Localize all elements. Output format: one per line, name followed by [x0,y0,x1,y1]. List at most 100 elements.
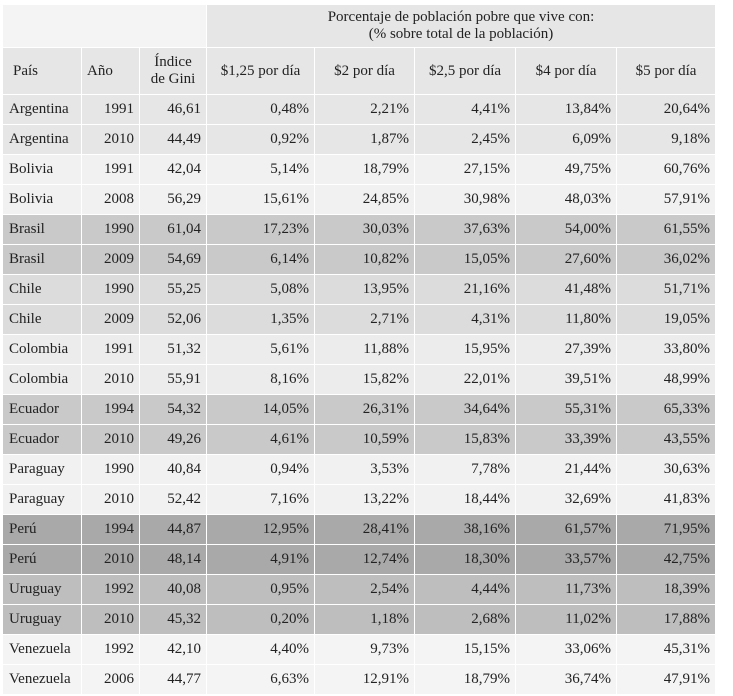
country: Brasil [9,221,45,237]
value-cell: 37,63% [415,215,516,245]
group-header: Porcentaje de población pobre que vive c… [207,5,716,48]
cell-value: 2009 [104,311,134,327]
value-cell: 2010 [82,545,140,575]
cell-value: 45,32 [167,611,201,627]
value-cell: 2010 [82,365,140,395]
country: Venezuela [9,641,71,657]
cell-value: 11,80% [565,311,611,327]
cell-value: 44,77 [167,671,201,687]
value-cell: 12,74% [315,545,415,575]
country: Perú [9,551,37,567]
value-cell: 1991 [82,335,140,365]
value-cell: 54,32 [140,395,207,425]
cell-value: 51,32 [167,341,201,357]
cell-value: 0,92% [270,131,309,147]
cell-value: 15,61% [262,191,309,207]
cell-value: 18,79% [362,161,409,177]
value-cell: 5,14% [207,155,315,185]
value-cell: 1990 [82,275,140,305]
value-cell: 9,18% [617,125,716,155]
blank-header [3,5,207,48]
country: Brasil [9,251,45,267]
cell-value: 5,61% [270,341,309,357]
cell-value: 1991 [104,101,134,117]
cell-value: 2010 [104,371,134,387]
value-cell: 1994 [82,395,140,425]
value-cell: 1992 [82,635,140,665]
value-cell: 0,92% [207,125,315,155]
cell-value: 33,06% [564,641,611,657]
cell-value: 1,35% [270,311,309,327]
cell-value: 12,91% [362,671,409,687]
cell-value: 4,61% [270,431,309,447]
country: Ecuador [9,401,59,417]
cell-value: 40,84 [167,461,201,477]
value-cell: 15,95% [415,335,516,365]
cell-value: 1,18% [370,611,409,627]
country: Paraguay [9,491,65,507]
cell-value: 2009 [104,251,134,267]
cell-value: 48,14 [167,551,201,567]
country-cell: Ecuador [3,425,82,455]
cell-value: 1992 [104,641,134,657]
cell-value: 61,57% [564,521,611,537]
cell-value: 4,91% [270,551,309,567]
value-cell: 57,91% [617,185,716,215]
cell-value: 42,75% [663,551,710,567]
country-cell: Paraguay [3,485,82,515]
cell-value: 27,15% [463,161,510,177]
value-cell: 1,87% [315,125,415,155]
value-cell: 34,64% [415,395,516,425]
country: Uruguay [9,611,62,627]
cell-value: 36,74% [564,671,611,687]
value-cell: 2010 [82,425,140,455]
column-header: $5 por día [617,48,716,95]
cell-value: 6,09% [572,131,611,147]
value-cell: 51,71% [617,275,716,305]
value-cell: 33,39% [516,425,617,455]
cell-value: 43,55% [663,431,710,447]
cell-value: 33,57% [564,551,611,567]
cell-value: 0,94% [270,461,309,477]
country: Chile [9,311,42,327]
value-cell: 1994 [82,515,140,545]
cell-value: 30,03% [362,221,409,237]
value-cell: 48,14 [140,545,207,575]
cell-value: 1990 [104,221,134,237]
cell-value: 44,87 [167,521,201,537]
value-cell: 12,95% [207,515,315,545]
value-cell: 30,03% [315,215,415,245]
column-header-text: País [13,62,39,79]
value-cell: 54,00% [516,215,617,245]
cell-value: 7,16% [270,491,309,507]
cell-value: 17,88% [663,611,710,627]
country-cell: Chile [3,275,82,305]
cell-value: 2,54% [370,581,409,597]
country-cell: Colombia [3,335,82,365]
value-cell: 17,88% [617,605,716,635]
value-cell: 44,49 [140,125,207,155]
cell-value: 14,05% [262,401,309,417]
cell-value: 49,26 [167,431,201,447]
value-cell: 3,53% [315,455,415,485]
value-cell: 4,41% [415,95,516,125]
cell-value: 27,39% [564,341,611,357]
cell-value: 2010 [104,611,134,627]
cell-value: 7,78% [471,461,510,477]
cell-value: 34,64% [463,401,510,417]
column-header: País [3,48,82,95]
country-cell: Brasil [3,245,82,275]
country: Uruguay [9,581,62,597]
column-header-text: Año [87,62,113,79]
country-cell: Bolivia [3,185,82,215]
value-cell: 1990 [82,455,140,485]
column-header-text: $4 por día [535,62,597,79]
cell-value: 2,21% [370,101,409,117]
cell-value: 22,01% [463,371,510,387]
cell-value: 41,83% [663,491,710,507]
cell-value: 55,25 [167,281,201,297]
cell-value: 0,20% [270,611,309,627]
value-cell: 41,83% [617,485,716,515]
cell-value: 0,48% [270,101,309,117]
